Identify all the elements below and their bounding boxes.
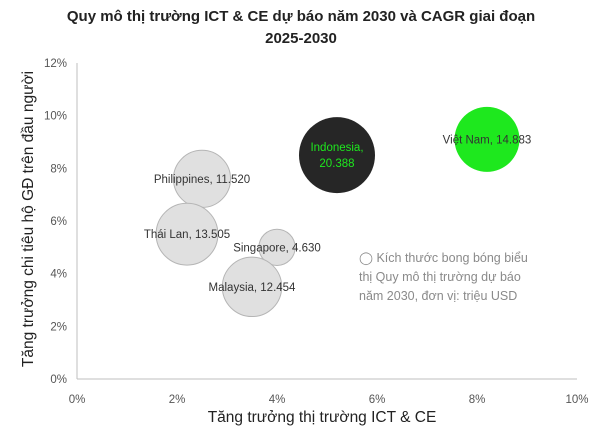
x-tick-label: 10% — [565, 394, 588, 406]
bubble — [299, 117, 375, 194]
x-tick-label: 0% — [69, 394, 86, 406]
legend-note: ◯ Kích thước bong bóng biểu thị Quy mô th… — [359, 251, 528, 303]
chart-title-line-1: Quy mô thị trường ICT & CE dự báo năm 20… — [66, 8, 536, 25]
legend-note-line: thị Quy mô thị trường dự báo — [359, 270, 521, 284]
bubble-label: Việt Nam, 14.883 — [443, 134, 532, 146]
bubble — [258, 228, 296, 266]
chart-title-line-2: 2025-2030 — [265, 30, 337, 47]
legend-note-line: năm 2030, đơn vị: triệu USD — [359, 289, 517, 303]
bubble-label: Indonesia, — [310, 142, 363, 154]
bubble-labels: Philippines, 11.520 Thái Lan, 13.505Singa… — [144, 134, 531, 293]
y-tick-label: 4% — [50, 269, 67, 281]
bubble — [155, 202, 219, 266]
bubble-label: Philippines, 11.520 — [154, 174, 250, 186]
bubble-label: Singapore, 4.630 — [233, 242, 321, 254]
bubble — [454, 106, 520, 172]
legend-note-line: ◯ Kích thước bong bóng biểu — [359, 251, 528, 265]
y-tick-label: 12% — [44, 58, 67, 70]
x-tick-label: 8% — [469, 394, 486, 406]
y-tick-label: 0% — [50, 374, 67, 386]
y-tick-label: 8% — [50, 163, 67, 175]
y-tick-label: 2% — [50, 321, 67, 333]
y-axis-title: Tăng trưởng chi tiêu hộ GĐ trên đầu ngườ… — [20, 71, 37, 367]
axes: 0% 2% 4% 6% 8% 10% 0% 2% 4% 6% 8% 10% 12% Tăng trưởng… — [20, 58, 589, 426]
x-tick-label: 6% — [369, 394, 386, 406]
bubble-label: Malaysia, 12.454 — [209, 282, 297, 294]
chart-title: Quy mô thị trường ICT & CE dự báo năm 20… — [0, 6, 602, 50]
bubble-label: Thái Lan, 13.505 — [144, 229, 230, 241]
y-tick-label: 10% — [44, 111, 67, 123]
x-tick-label: 2% — [169, 394, 186, 406]
x-tick-label: 4% — [269, 394, 286, 406]
bubble — [221, 256, 283, 318]
bubbles — [155, 106, 520, 318]
y-tick-label: 6% — [50, 216, 67, 228]
x-axis-title: Tăng trưởng thị trường ICT & CE — [208, 409, 437, 426]
bubble-label: 20.388 — [319, 158, 354, 170]
